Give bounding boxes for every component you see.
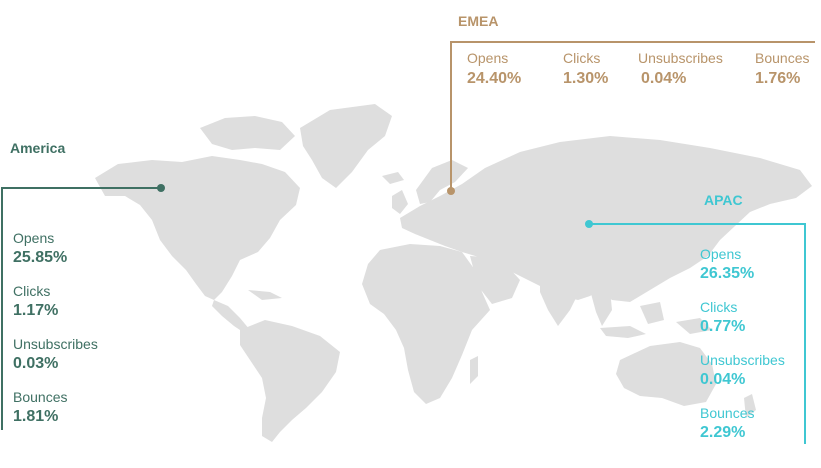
america-unsubscribes-value: 0.03%: [13, 355, 59, 372]
emea-opens-label: Opens: [467, 50, 509, 66]
america-bounces-label: Bounces: [13, 389, 68, 405]
america-opens-label: Opens: [13, 230, 55, 246]
emea-clicks-value: 1.30%: [563, 70, 609, 87]
madagascar-shape: [470, 356, 478, 384]
apac-clicks-value: 0.77%: [700, 318, 746, 335]
india-shape: [540, 276, 580, 326]
north-america-shape: [95, 156, 300, 300]
central-america-shape: [212, 300, 250, 334]
apac-clicks-label: Clicks: [700, 299, 738, 315]
emea-connector: [447, 41, 815, 195]
apac-bounces-value: 2.29%: [700, 424, 746, 441]
borneo-shape: [640, 302, 664, 324]
apac-marker-dot: [585, 220, 593, 228]
caribbean-shape: [248, 290, 282, 300]
emea-bounces-value: 1.76%: [755, 70, 801, 87]
america-unsubscribes-label: Unsubscribes: [13, 336, 98, 352]
emea-unsubscribes-label: Unsubscribes: [638, 50, 723, 66]
apac-bounces-label: Bounces: [700, 405, 755, 421]
iceland-shape: [382, 172, 404, 184]
emea-unsubscribes-value: 0.04%: [641, 70, 687, 87]
emea-title: EMEA: [458, 13, 499, 29]
eurasia-shape: [400, 136, 812, 302]
new-zealand-shape: [744, 394, 756, 418]
arabia-shape: [470, 256, 520, 304]
apac-title: APAC: [704, 192, 743, 208]
uk-shape: [392, 190, 408, 214]
south-america-shape: [240, 320, 340, 442]
africa-shape: [362, 244, 490, 404]
arctic-islands-shape: [200, 116, 295, 150]
america-clicks-value: 1.17%: [13, 302, 59, 319]
se-asia-shape: [590, 290, 612, 326]
america-title: America: [10, 140, 66, 156]
apac-unsubscribes-label: Unsubscribes: [700, 352, 785, 368]
apac-opens-label: Opens: [700, 246, 742, 262]
australia-shape: [616, 342, 716, 406]
america-opens-value: 25.85%: [13, 249, 68, 266]
new-guinea-shape: [676, 318, 712, 334]
emea-clicks-label: Clicks: [563, 50, 601, 66]
apac-opens-value: 26.35%: [700, 265, 755, 282]
apac-unsubscribes-value: 0.04%: [700, 371, 746, 388]
apac-connector: [585, 220, 806, 444]
emea-bounces-label: Bounces: [755, 50, 810, 66]
america-connector: [1, 184, 165, 430]
japan-shape: [668, 222, 682, 256]
scandinavia-shape: [416, 160, 468, 204]
emea-opens-value: 24.40%: [467, 70, 522, 87]
america-bounces-value: 1.81%: [13, 408, 59, 425]
indonesia-shape: [600, 326, 646, 338]
greenland-shape: [300, 104, 392, 188]
america-marker-dot: [157, 184, 165, 192]
america-clicks-label: Clicks: [13, 283, 51, 299]
emea-marker-dot: [447, 187, 455, 195]
